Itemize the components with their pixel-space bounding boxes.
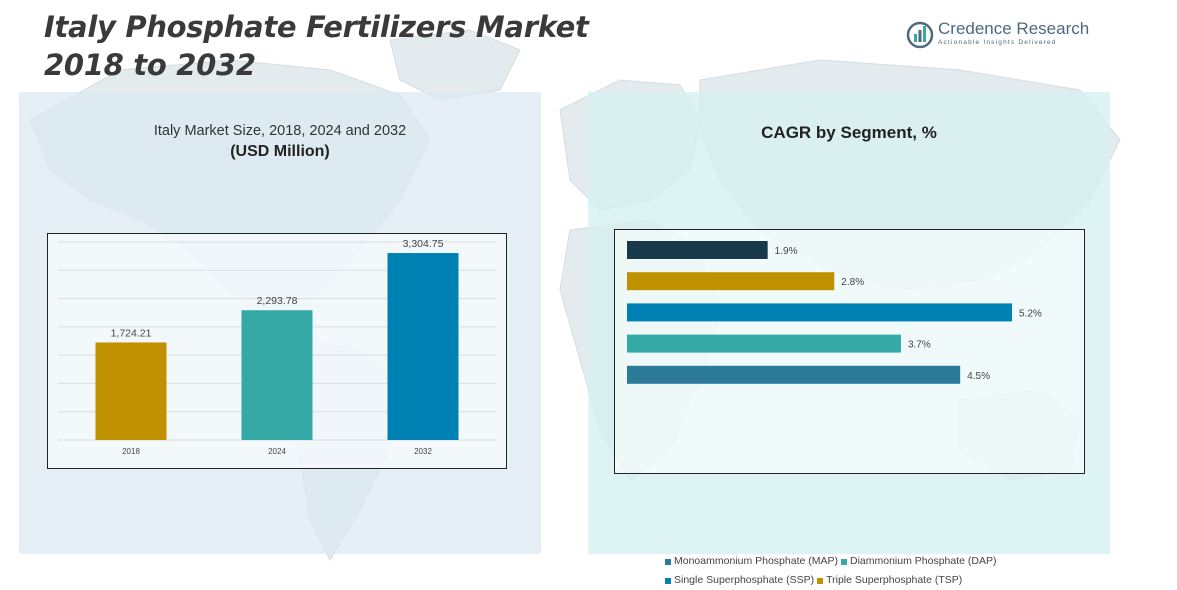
legend-swatch (817, 577, 824, 584)
market-size-subtitle: Italy Market Size, 2018, 2024 and 2032 (153, 123, 407, 139)
cagr-bar-1 (627, 272, 835, 291)
legend-item: Monoammonium Phosphate (MAP) (665, 552, 838, 571)
legend-item: Diammonium Phosphate (DAP) (841, 552, 996, 571)
x-tick-label: 2032 (414, 447, 432, 456)
bar-value-label: 2,293.78 (257, 295, 298, 307)
cagr-legend: Monoammonium Phosphate (MAP) Diammonium P… (665, 552, 1085, 590)
cagr-svg: 1.9% 2.8% 5.2% 3.7% 4.5% (627, 241, 1042, 384)
main-title: Italy Phosphate Fertilizers Market 2018 … (44, 8, 589, 84)
x-tick-label: 2024 (268, 447, 286, 456)
x-tick-label: 2018 (122, 447, 140, 456)
title-line-2: 2018 to 2032 (44, 48, 256, 82)
legend-label: Monoammonium Phosphate (MAP) (674, 555, 838, 567)
cagr-value-label: 4.5% (967, 371, 990, 382)
market-size-chart: 1,724.21 2018 2,293.78 2024 3,304.75 2032 (47, 233, 507, 469)
cagr-chart: 1.9% 2.8% 5.2% 3.7% 4.5% Monoammonium Phosph… (614, 229, 1085, 586)
credence-research-logo: Credence Research Actionable Insights De… (906, 18, 1096, 52)
cagr-title: CAGR by Segment, % (761, 123, 937, 142)
logo-tagline: Actionable Insights Delivered (938, 39, 1057, 46)
legend-label: Triple Superphosphate (TSP) (826, 574, 963, 586)
legend-swatch (665, 558, 671, 565)
bars: 1,724.21 2018 2,293.78 2024 3,304.75 2032 (95, 238, 459, 456)
market-size-panel: Italy Market Size, 2018, 2024 and 2032 (… (19, 92, 541, 554)
cagr-panel: CAGR by Segment, % 1.9% 2.8% 5.2% 3.7% 4.5% … (588, 92, 1110, 586)
legend-item: Single Superphosphate (SSP) (665, 571, 814, 590)
legend-row: Single Superphosphate (SSP) Triple Superp… (665, 571, 1085, 590)
market-size-unit: (USD Million) (230, 143, 330, 160)
bar-2018 (95, 342, 167, 440)
legend-item: Triple Superphosphate (TSP) (817, 571, 962, 590)
cagr-bar-0 (627, 241, 768, 259)
cagr-value-label: 3.7% (908, 340, 931, 351)
cagr-bar-4 (627, 365, 961, 384)
greenland-shape (389, 29, 521, 101)
cagr-bar-2 (627, 303, 1012, 322)
legend-row: Monoammonium Phosphate (MAP) Diammonium P… (665, 552, 1085, 571)
cagr-bar-3 (627, 334, 901, 353)
bar-2024 (241, 310, 313, 440)
cagr-value-label: 5.2% (1019, 308, 1042, 319)
legend-label: Single Superphosphate (SSP) (674, 574, 815, 586)
market-size-svg: 1,724.21 2018 2,293.78 2024 3,304.75 2032 (58, 238, 496, 456)
legend-label: Diammonium Phosphate (DAP) (850, 555, 997, 567)
cagr-value-label: 1.9% (775, 246, 798, 257)
logo-name: Credence Research (938, 19, 1090, 38)
bar-2032 (387, 253, 459, 440)
title-line-1: Italy Phosphate Fertilizers Market (44, 10, 589, 44)
cagr-value-label: 2.8% (841, 277, 864, 288)
bar-value-label: 1,724.21 (111, 327, 152, 339)
legend-swatch (841, 558, 847, 565)
legend-swatch (665, 577, 671, 584)
cagr-bars: 1.9% 2.8% 5.2% 3.7% 4.5% (627, 241, 1042, 384)
bar-value-label: 3,304.75 (403, 238, 444, 250)
logo-icon (906, 21, 934, 49)
